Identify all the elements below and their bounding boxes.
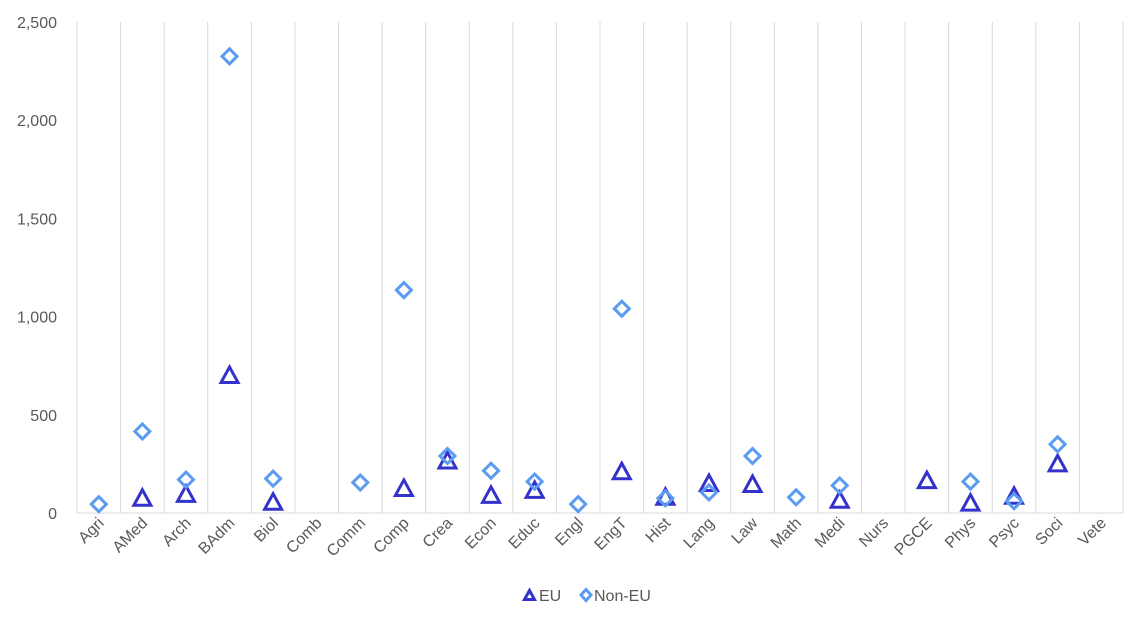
eu-marker-arch[interactable] xyxy=(174,482,197,503)
x-tick-label: Hist xyxy=(643,514,675,546)
eu-marker-badm[interactable] xyxy=(218,363,241,385)
non-eu-marker-crea[interactable] xyxy=(437,446,458,466)
x-tick-label: Comb xyxy=(283,515,325,557)
x-tick-label: Lang xyxy=(681,515,718,552)
non-eu-marker-badm[interactable] xyxy=(219,46,240,66)
non-eu-marker-medi[interactable] xyxy=(830,475,850,496)
x-tick-label: Agri xyxy=(75,515,107,547)
legend-item-eu[interactable]: EU xyxy=(521,587,562,605)
non-eu-marker-psyc[interactable] xyxy=(1004,491,1024,511)
x-tick-label: Comm xyxy=(324,515,369,560)
x-tick-label: Phys xyxy=(942,515,979,552)
x-tick-label: Soci xyxy=(1032,515,1066,549)
non-eu-marker-hist[interactable] xyxy=(655,488,675,508)
non-eu-marker-agri[interactable] xyxy=(89,494,109,514)
eu-marker-amed[interactable] xyxy=(131,486,154,507)
non-eu-marker-comp[interactable] xyxy=(394,280,414,300)
x-tick-label: AMed xyxy=(110,515,152,557)
x-tick-label: PGCE xyxy=(892,515,936,559)
non-eu-marker-arch[interactable] xyxy=(176,469,196,490)
non-eu-marker-engl[interactable] xyxy=(568,494,588,514)
legend-eu-triangle-icon xyxy=(521,587,538,601)
non-eu-marker-lang[interactable] xyxy=(699,482,719,502)
y-tick-label: 0 xyxy=(48,506,57,523)
eu-marker-phys[interactable] xyxy=(959,491,982,512)
x-tick-label: Nurs xyxy=(856,515,892,551)
x-tick-label: Psyc xyxy=(986,515,1023,552)
non-eu-marker-soci[interactable] xyxy=(1048,434,1068,454)
x-tick-label: Vete xyxy=(1075,515,1110,550)
non-eu-marker-amed[interactable] xyxy=(132,421,152,442)
eu-marker-engt[interactable] xyxy=(610,460,633,481)
legend-eu-label: EU xyxy=(539,588,561,605)
eu-marker-psyc[interactable] xyxy=(1003,484,1026,505)
x-tick-label: EngT xyxy=(592,515,631,554)
non-eu-marker-law[interactable] xyxy=(742,446,763,466)
x-tick-label: Crea xyxy=(420,515,457,552)
eu-marker-medi[interactable] xyxy=(828,488,851,509)
x-tick-label: BAdm xyxy=(196,515,239,558)
y-tick-label: 1,500 xyxy=(17,211,57,228)
non-eu-marker-math[interactable] xyxy=(786,487,806,507)
y-tick-label: 1,000 xyxy=(17,310,57,327)
non-eu-marker-econ[interactable] xyxy=(481,461,501,481)
x-tick-label: Law xyxy=(729,514,762,547)
non-eu-marker-comm[interactable] xyxy=(350,472,370,493)
non-eu-marker-engt[interactable] xyxy=(612,299,632,319)
non-eu-marker-educ[interactable] xyxy=(525,471,545,492)
legend-non-eu-label: Non-EU xyxy=(594,588,651,605)
data-markers xyxy=(89,46,1069,514)
non-eu-marker-biol[interactable] xyxy=(263,469,283,489)
eu-marker-educ[interactable] xyxy=(523,478,546,499)
x-tick-label: Econ xyxy=(462,515,500,553)
x-tick-label: Biol xyxy=(251,515,282,546)
x-tick-label: Engl xyxy=(552,515,587,550)
eu-marker-biol[interactable] xyxy=(262,490,285,511)
gridlines xyxy=(76,22,1124,514)
legend-non-eu-diamond-icon xyxy=(578,587,594,603)
y-axis-ticks: 0 500 1,000 1,500 2,000 2,500 xyxy=(17,15,57,523)
x-tick-label: Comp xyxy=(370,515,412,557)
x-tick-label: Arch xyxy=(159,515,194,550)
eu-marker-pgce[interactable] xyxy=(915,468,938,490)
x-tick-label: Educ xyxy=(506,515,544,553)
y-tick-label: 2,500 xyxy=(17,15,57,32)
x-tick-label: Medi xyxy=(812,515,849,552)
y-tick-label: 2,000 xyxy=(17,113,57,130)
eu-marker-soci[interactable] xyxy=(1046,452,1069,473)
legend: EU Non-EU xyxy=(521,587,651,605)
eu-marker-law[interactable] xyxy=(741,472,764,494)
eu-marker-econ[interactable] xyxy=(480,483,503,504)
eu-marker-lang[interactable] xyxy=(697,471,720,493)
non-eu-marker-phys[interactable] xyxy=(960,471,981,492)
eu-marker-comp[interactable] xyxy=(392,476,415,497)
legend-item-non-eu[interactable]: Non-EU xyxy=(578,587,651,605)
y-tick-label: 500 xyxy=(30,408,57,425)
x-tick-label: Math xyxy=(768,515,805,552)
